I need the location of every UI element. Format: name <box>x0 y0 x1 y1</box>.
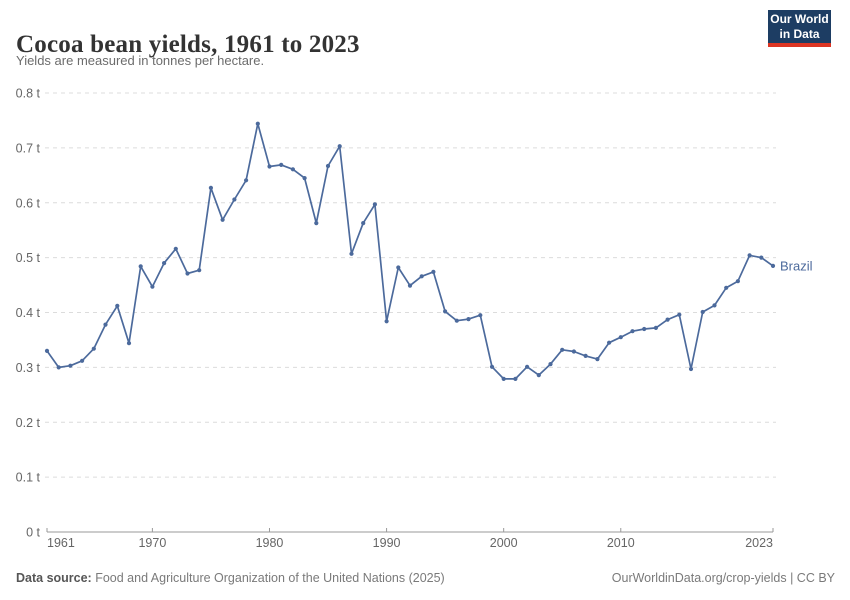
data-point <box>302 176 307 181</box>
data-point <box>126 341 132 346</box>
data-point <box>337 144 342 149</box>
y-axis-label: 0.1 t <box>16 471 41 485</box>
owid-logo-line1: Our World <box>770 11 829 26</box>
data-point <box>325 163 331 169</box>
chart-canvas: 0 t 0.1 t 0.2 t 0.3 t 0.4 t 0.5 t 0.6 t 0.7 t 0.… <box>16 87 813 551</box>
data-source-label: Data source: <box>16 571 92 585</box>
data-point <box>501 376 506 381</box>
y-axis-label: 0.8 t <box>16 87 41 101</box>
y-axis-label: 0.7 t <box>16 141 41 155</box>
x-axis-label: 2023 <box>745 536 773 550</box>
data-point <box>279 162 284 167</box>
data-point <box>735 279 741 284</box>
data-point <box>150 284 155 289</box>
data-point <box>454 318 459 323</box>
data-point <box>56 365 61 370</box>
data-point <box>349 251 354 256</box>
data-point <box>396 265 401 270</box>
data-point <box>103 322 108 327</box>
data-point <box>513 376 518 381</box>
data-point <box>630 329 635 334</box>
data-point <box>443 309 448 314</box>
data-line <box>46 122 774 380</box>
data-point <box>361 221 366 226</box>
data-point <box>724 285 729 290</box>
data-point <box>138 264 143 269</box>
owid-logo[interactable]: Our World in Data <box>768 10 831 47</box>
data-point <box>712 303 717 308</box>
data-point <box>91 346 96 351</box>
y-axis-label: 0.4 t <box>16 306 41 320</box>
data-point <box>185 271 190 276</box>
data-point <box>548 362 553 367</box>
data-point <box>173 246 178 251</box>
data-point <box>115 303 120 308</box>
y-axis-label: 0.6 t <box>16 196 41 210</box>
data-point <box>653 325 659 330</box>
data-point <box>372 202 377 207</box>
data-point <box>162 261 167 266</box>
data-point <box>290 167 295 172</box>
data-point <box>267 164 272 169</box>
x-axis-label: 1990 <box>373 536 401 550</box>
data-point <box>197 268 202 273</box>
data-point <box>489 364 495 369</box>
page-title: Cocoa bean yields, 1961 to 2023 <box>16 30 360 58</box>
y-axis-label: 0 t <box>26 526 40 540</box>
data-point <box>208 185 213 190</box>
data-point <box>407 283 413 288</box>
data-point <box>665 317 670 322</box>
data-point <box>44 348 50 353</box>
data-point <box>595 357 600 362</box>
data-point <box>607 340 612 345</box>
y-axis-label: 0.5 t <box>16 251 41 265</box>
data-source-text: Food and Agriculture Organization of the… <box>91 571 445 585</box>
data-point <box>384 319 389 324</box>
data-point <box>536 373 541 378</box>
data-point <box>244 178 249 183</box>
data-point <box>583 353 588 358</box>
x-axis-label: 2000 <box>490 536 518 550</box>
data-source-note: Data source: Food and Agriculture Organi… <box>16 571 445 585</box>
data-point <box>419 274 424 279</box>
data-point <box>759 255 764 260</box>
data-point <box>220 217 225 222</box>
x-axis-label: 2010 <box>607 536 635 550</box>
credit-link[interactable]: OurWorldinData.org/crop-yields | CC BY <box>611 571 835 585</box>
owid-logo-line2: in Data <box>779 26 820 41</box>
x-axis-label: 1980 <box>256 536 284 550</box>
data-point <box>747 253 752 258</box>
data-point <box>466 317 471 322</box>
data-point <box>618 335 623 340</box>
data-point <box>314 221 319 226</box>
data-point <box>642 326 647 332</box>
chart-subtitle: Yields are measured in tonnes per hectar… <box>16 53 265 68</box>
data-point <box>525 364 530 369</box>
data-point <box>688 366 694 372</box>
data-point <box>560 347 565 352</box>
data-point <box>255 121 260 126</box>
data-point <box>232 197 237 202</box>
data-point <box>770 263 776 268</box>
data-point <box>571 349 577 354</box>
data-point <box>80 358 85 363</box>
x-axis-label: 1970 <box>138 536 166 550</box>
data-point <box>677 312 682 317</box>
x-axis-label: 1961 <box>47 536 75 550</box>
data-point <box>68 363 73 368</box>
y-axis-label: 0.2 t <box>16 416 41 430</box>
y-axis-label: 0.3 t <box>16 361 41 375</box>
data-point <box>700 309 705 315</box>
data-point <box>478 313 483 318</box>
series-label: Brazil <box>780 258 813 273</box>
data-point <box>431 269 436 274</box>
chart-footer: Data source: Food and Agriculture Organi… <box>16 571 835 585</box>
